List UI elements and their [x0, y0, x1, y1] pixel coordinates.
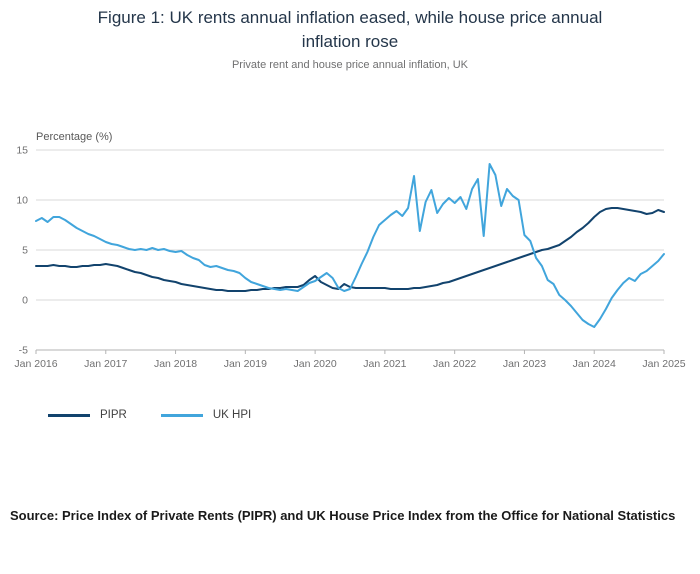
- x-tick-label: Jan 2024: [573, 358, 616, 370]
- legend-item-uk-hpi: UK HPI: [160, 409, 252, 421]
- y-tick-label: 0: [22, 295, 28, 307]
- legend-swatch-uk-hpi: [160, 413, 203, 417]
- x-tick-label: Jan 2022: [433, 358, 476, 370]
- figure-title: Figure 1: UK rents annual inflation ease…: [97, 8, 603, 51]
- legend-label-uk-hpi: UK HPI: [212, 409, 252, 421]
- y-tick-label: 10: [16, 195, 28, 207]
- y-axis-label: Percentage (%): [36, 131, 112, 143]
- x-tick-label: Jan 2025: [642, 358, 685, 370]
- x-tick-label: Jan 2016: [14, 358, 57, 370]
- y-tick-label: -5: [19, 345, 28, 357]
- x-tick-label: Jan 2018: [154, 358, 197, 370]
- chart-legend: PIPR UK HPI: [48, 409, 251, 421]
- x-tick-label: Jan 2021: [363, 358, 406, 370]
- x-tick-label: Jan 2019: [224, 358, 267, 370]
- source-note: Source: Price Index of Private Rents (PI…: [10, 508, 676, 523]
- legend-item-pipr: PIPR: [48, 409, 127, 421]
- y-tick-label: 5: [22, 245, 28, 257]
- x-tick-label: Jan 2020: [294, 358, 337, 370]
- figure-subtitle: Private rent and house price annual infl…: [231, 59, 469, 71]
- x-tick-label: Jan 2023: [503, 358, 546, 370]
- y-tick-label: 15: [16, 145, 28, 157]
- x-tick-label: Jan 2017: [84, 358, 127, 370]
- legend-label-pipr: PIPR: [100, 409, 127, 421]
- series-line-uk-hpi: [35, 163, 665, 328]
- legend-swatch-pipr: [48, 413, 90, 417]
